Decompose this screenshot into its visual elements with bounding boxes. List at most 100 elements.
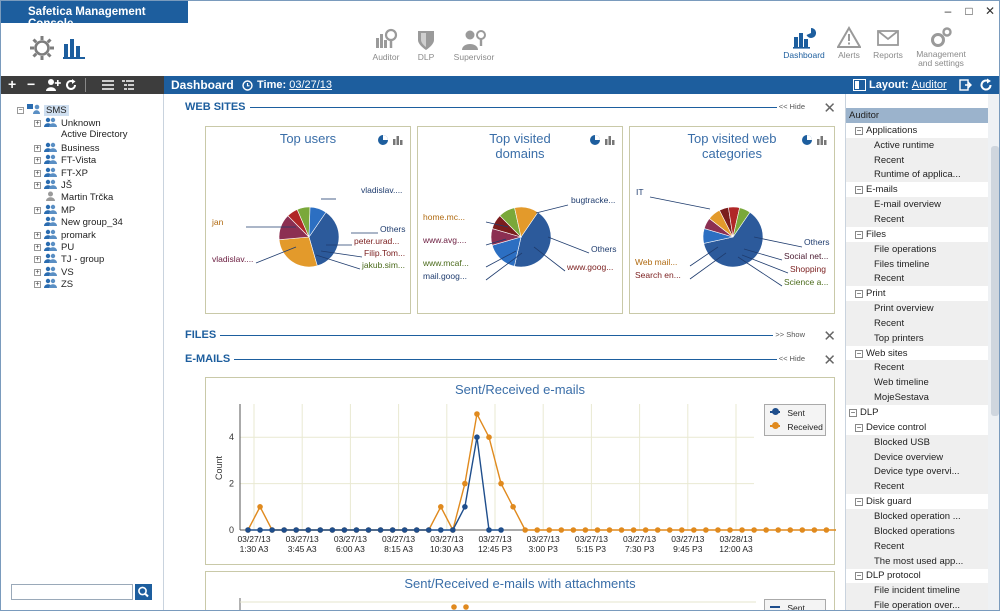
data-point-sent[interactable] (245, 527, 251, 533)
tree-item[interactable]: + Business (34, 142, 100, 154)
expand-icon[interactable]: + (34, 281, 41, 289)
data-point-sent[interactable] (293, 527, 299, 533)
tree-item[interactable]: + JŠ (34, 179, 72, 191)
tree-view-icon[interactable] (121, 79, 135, 91)
toolbar-dlp[interactable]: DLP (411, 28, 441, 62)
data-point-received[interactable] (257, 504, 263, 510)
tree-search-button[interactable] (135, 584, 152, 600)
data-point-received[interactable] (679, 527, 685, 533)
data-point-received[interactable] (666, 527, 673, 533)
data-point-sent[interactable] (413, 527, 420, 533)
layout-tree-node[interactable]: − Disk guard (846, 494, 988, 509)
data-point-received[interactable] (703, 527, 709, 533)
data-point-sent[interactable] (281, 527, 287, 533)
bar-chart-icon[interactable] (604, 134, 616, 146)
settings-gear-icon[interactable] (29, 35, 55, 61)
layout-tree-leaf[interactable]: File incident timeline (846, 583, 988, 599)
data-point-received[interactable] (570, 527, 577, 533)
data-point-received[interactable] (546, 527, 553, 533)
data-point-received[interactable] (787, 527, 794, 533)
data-point-received[interactable] (558, 527, 565, 533)
data-point-received[interactable] (715, 527, 721, 533)
expand-icon[interactable]: + (34, 268, 41, 276)
data-point-sent[interactable] (305, 527, 312, 533)
data-point-received[interactable] (654, 527, 661, 533)
toolbar-supervisor[interactable]: Supervisor (453, 28, 495, 62)
collapse-icon[interactable]: − (855, 348, 863, 358)
layout-tree-leaf[interactable]: Device type overvi... (846, 464, 988, 480)
collapse-icon[interactable]: − (17, 107, 24, 114)
bar-chart-icon[interactable] (816, 134, 828, 146)
tree-item[interactable]: + MP (34, 204, 75, 216)
data-point-sent[interactable] (377, 527, 384, 533)
tree-item[interactable]: + PU (34, 241, 74, 253)
layout-tree-leaf[interactable]: Recent (846, 315, 988, 331)
expand-icon[interactable]: + (34, 256, 41, 264)
layout-tree-leaf[interactable]: Blocked operations (846, 523, 988, 539)
data-point-sent[interactable] (389, 527, 396, 533)
toolbar-management[interactable]: Management and settings (913, 26, 969, 68)
tree-root[interactable]: − SMS (17, 104, 69, 116)
layout-tree-leaf[interactable]: File operation over... (846, 598, 988, 610)
data-point-sent[interactable] (474, 434, 480, 440)
layout-tree-leaf[interactable]: File operations (846, 241, 988, 257)
chart-bars-icon[interactable] (62, 36, 86, 60)
collapse-icon[interactable]: − (855, 125, 863, 135)
data-point-sent[interactable] (498, 527, 504, 533)
data-point-received[interactable] (522, 527, 528, 533)
pie-chart-icon[interactable] (801, 134, 813, 146)
layout-tree-leaf[interactable]: E-mail overview (846, 197, 988, 213)
maximize-button[interactable]: □ (965, 4, 973, 18)
data-point-sent[interactable] (257, 527, 263, 533)
expand-icon[interactable]: + (34, 231, 41, 239)
data-point-sent[interactable] (486, 527, 492, 533)
layout-tree-node[interactable]: − E-mails (846, 182, 988, 197)
data-point-sent[interactable] (462, 504, 468, 510)
time-link[interactable]: 03/27/13 (289, 79, 333, 91)
expand-icon[interactable]: + (34, 157, 41, 165)
close-section-icon[interactable]: ✕ (823, 100, 836, 117)
tree-item[interactable]: + Unknown (34, 117, 101, 129)
close-section-icon[interactable]: ✕ (823, 328, 836, 345)
pie-chart-icon[interactable] (589, 134, 601, 146)
refresh-icon[interactable] (65, 79, 77, 91)
layout-tree-leaf[interactable]: Runtime of applica... (846, 167, 988, 183)
data-point-received[interactable] (630, 527, 637, 533)
expand-icon[interactable]: + (34, 144, 41, 152)
layout-tree-node[interactable]: − Files (846, 227, 988, 242)
data-point-received[interactable] (751, 527, 757, 533)
expand-icon[interactable]: + (34, 182, 41, 189)
expand-icon[interactable]: + (34, 206, 41, 214)
data-point-received[interactable] (486, 434, 492, 440)
show-toggle[interactable]: >> Show (773, 330, 807, 339)
export-icon[interactable] (959, 78, 972, 92)
data-point-received[interactable] (474, 411, 480, 417)
expand-icon[interactable]: + (34, 120, 41, 127)
layout-tree-node[interactable]: − Device control (846, 420, 988, 435)
data-point-received[interactable] (811, 527, 818, 533)
list-view-icon[interactable] (101, 79, 115, 91)
tree-item[interactable]: New group_34 (34, 216, 123, 228)
data-point-received[interactable] (510, 504, 516, 510)
data-point-received[interactable] (763, 527, 769, 533)
expand-icon[interactable]: + (34, 244, 41, 251)
data-point-received[interactable] (582, 527, 589, 533)
toolbar-auditor[interactable]: Auditor (370, 28, 402, 62)
layout-tree-leaf[interactable]: Top printers (846, 330, 988, 346)
layout-tree-leaf[interactable]: Recent (846, 360, 988, 376)
layout-tree-leaf[interactable]: Blocked operation ... (846, 508, 988, 524)
data-point-sent[interactable] (269, 527, 275, 533)
bar-chart-icon[interactable] (392, 134, 404, 146)
data-point-received[interactable] (462, 480, 468, 487)
data-point-received[interactable] (642, 527, 649, 533)
hide-toggle[interactable]: << Hide (776, 102, 807, 111)
toolbar-dashboard[interactable]: Dashboard (783, 26, 825, 60)
pie-slice[interactable] (732, 207, 751, 238)
expand-icon[interactable]: + (34, 169, 41, 177)
data-point-received[interactable] (534, 527, 540, 533)
pie-chart-icon[interactable] (377, 134, 389, 146)
data-point-received[interactable] (775, 527, 781, 533)
toolbar-alerts[interactable]: Alerts (835, 26, 863, 60)
layout-tree-leaf[interactable]: Recent (846, 479, 988, 495)
tree-item[interactable]: Martin Trčka (34, 191, 113, 203)
